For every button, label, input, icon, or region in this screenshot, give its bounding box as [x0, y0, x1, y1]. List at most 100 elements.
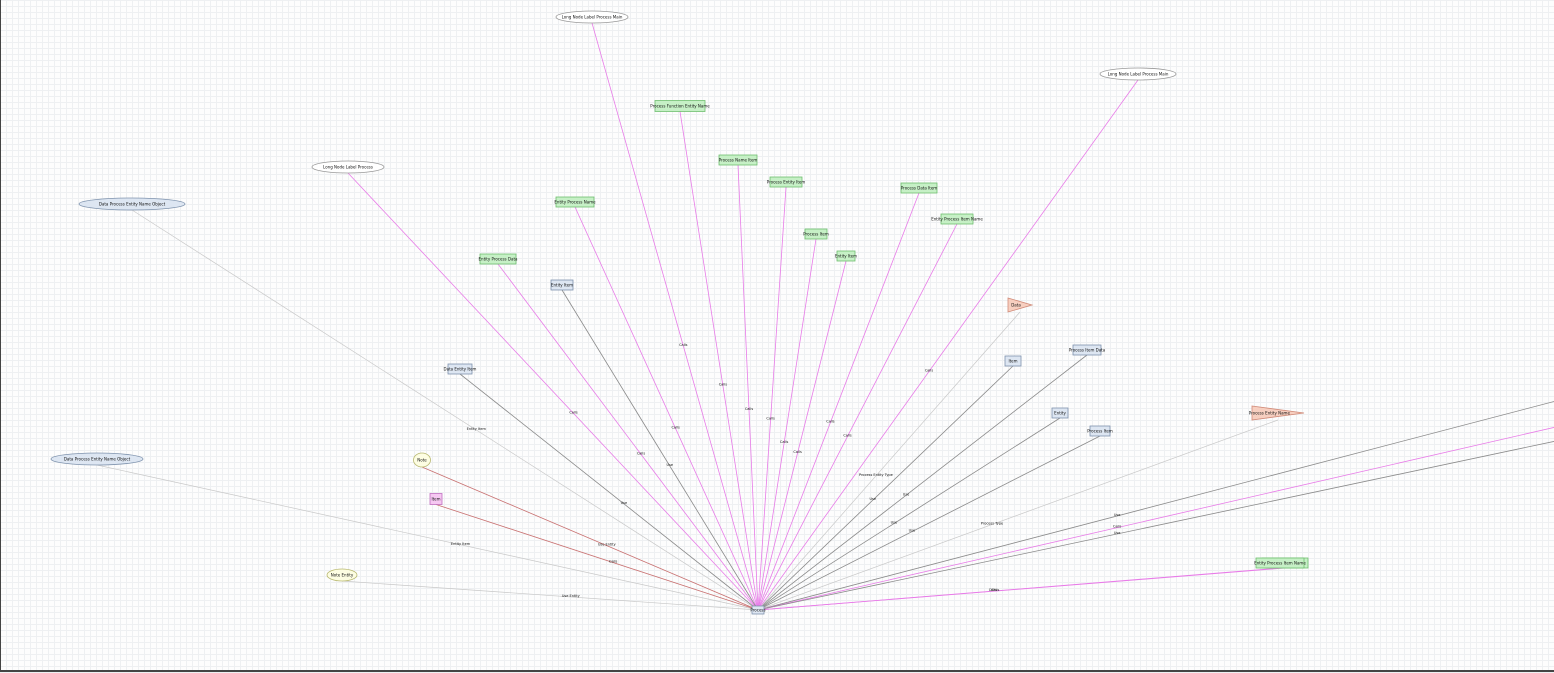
node-data-process-entity-name-object[interactable]: Data Process Entity Name Object	[78, 197, 186, 211]
node-center-process[interactable]: Process	[750, 605, 766, 615]
edge-n22-to-n0[interactable]	[421, 466, 759, 611]
node-shape	[78, 197, 186, 211]
edge-label: Calls	[679, 343, 688, 347]
edge-n14-to-n0[interactable]	[497, 263, 759, 611]
node-shape	[447, 363, 473, 375]
node-process-data-item[interactable]: Process Data Item	[900, 182, 938, 194]
node-item[interactable]: Item	[1004, 355, 1022, 367]
node-entity-process-name[interactable]: Entity Process Name	[554, 196, 596, 208]
edge-n26-to-n0[interactable]	[757, 419, 1279, 611]
node-label: Data Entity Item	[444, 366, 477, 371]
node-note-entity[interactable]: Note Entity	[326, 568, 358, 582]
edge-label: Process Entity Type	[859, 473, 893, 477]
node-label: Process Item	[1087, 428, 1113, 433]
edge-label: Use	[667, 463, 674, 467]
node-shape	[1051, 407, 1069, 419]
edge-label: Use Entity	[562, 594, 580, 598]
node-label: Process	[750, 607, 765, 612]
node-note[interactable]: Note	[413, 452, 431, 468]
edge-offscreen-1-to-n0[interactable]	[757, 401, 1554, 611]
edge-n4-to-n0[interactable]	[131, 209, 759, 611]
edge-labels-layer: Calls Calls Calls Entity Item Entity Item Cal…	[451, 343, 1122, 598]
canvas-frame-bottom	[0, 670, 1554, 672]
edge-label: Use	[869, 497, 876, 501]
edge-n5-to-n0[interactable]	[96, 464, 759, 611]
edge-n18-to-n0[interactable]	[757, 365, 1014, 611]
node-long-node-label-process-main[interactable]: Long Node Label Process Main	[1099, 67, 1177, 81]
node-data-process-entity-name-object[interactable]: Data Process Entity Name Object	[50, 452, 144, 466]
edge-label: Calls	[719, 383, 728, 387]
edge-offscreen-2-to-n0[interactable]	[757, 427, 1554, 611]
nodes-layer: Long Node Label Process Main Long Node La…	[50, 10, 1309, 615]
node-shape	[1089, 425, 1111, 437]
node-data[interactable]: Data	[1007, 297, 1034, 313]
edge-label: Use	[1114, 513, 1121, 517]
node-label: Long Node Label Process Main	[1108, 71, 1169, 76]
node-label: Data Process Entity Name Object	[99, 201, 166, 206]
node-long-node-label-process-main[interactable]: Long Node Label Process Main	[555, 10, 629, 24]
node-label: Process Data Item	[901, 185, 937, 190]
node-process-item-data[interactable]: Process Item Data	[1069, 344, 1106, 356]
node-shape	[900, 182, 938, 194]
node-label: Item	[1008, 358, 1017, 363]
edge-n1-to-n0[interactable]	[591, 22, 759, 611]
edge-n10-to-n0[interactable]	[757, 192, 920, 611]
edge-n16-to-n0[interactable]	[561, 289, 759, 611]
edge-label: Use	[621, 501, 628, 505]
edge-n12-to-n0[interactable]	[757, 238, 817, 611]
edge-n7-to-n0[interactable]	[574, 206, 759, 611]
node-process-function-entity-name[interactable]: Process Function Entity Name	[650, 100, 710, 112]
node-label: Process Name Item	[719, 157, 758, 162]
edge-n25-to-n0[interactable]	[757, 311, 1021, 611]
node-shape	[311, 160, 385, 174]
edge-n20-to-n0[interactable]	[757, 417, 1061, 611]
node-shape	[1099, 67, 1177, 81]
node-shape	[326, 568, 358, 582]
node-label: Item	[431, 496, 440, 501]
node-label: Note	[417, 457, 427, 462]
edge-label: Calls	[826, 419, 835, 423]
edge-n23-to-n0[interactable]	[435, 504, 759, 611]
edge-n19-to-n0[interactable]	[757, 354, 1088, 611]
node-long-node-label-process[interactable]: Long Node Label Process	[311, 160, 385, 174]
edge-n3-to-n0[interactable]	[347, 172, 759, 611]
edge-label: Use Entity	[598, 543, 616, 547]
node-label: Entity Process Name	[554, 199, 596, 204]
edge-n27-to-n0[interactable]	[757, 567, 1281, 611]
node-entity[interactable]: Entity	[1051, 407, 1069, 419]
node-process-entity-name[interactable]: Process Entity Name	[1249, 405, 1305, 421]
node-entity-item[interactable]: Entity Item	[835, 250, 857, 262]
edge-n8-to-n0[interactable]	[737, 164, 759, 611]
node-shape	[479, 253, 517, 265]
node-process-item[interactable]: Process Item	[1087, 425, 1113, 437]
node-entity-process-item-name[interactable]: Entity Process Item Name	[1254, 557, 1306, 569]
node-process-entity-item[interactable]: Process Entity Item	[767, 176, 806, 188]
node-entity-process-data[interactable]: Entity Process Data	[479, 253, 518, 265]
edge-label: Calls	[989, 588, 998, 592]
node-shape	[550, 279, 574, 291]
node-data-entity-item[interactable]: Data Entity Item	[444, 363, 477, 375]
edge-n13-to-n0[interactable]	[757, 260, 847, 611]
edge-n24-to-n0[interactable]	[341, 580, 759, 611]
node-process-item[interactable]: Process Item	[803, 228, 829, 240]
node-label: Entity	[1054, 410, 1066, 415]
edge-n2-to-n0[interactable]	[757, 79, 1139, 611]
node-item[interactable]: Item	[429, 493, 443, 505]
node-label: Process Item Data	[1069, 347, 1106, 352]
canvas-frame-left	[0, 0, 1, 671]
node-process-name-item[interactable]: Process Name Item	[718, 154, 758, 166]
node-shape	[1072, 344, 1102, 356]
edge-n9-to-n0[interactable]	[757, 186, 787, 611]
edge-n17-to-n0[interactable]	[459, 373, 759, 611]
edge-label: Calls	[843, 433, 852, 437]
node-shape	[836, 250, 856, 262]
node-label: Process Function Entity Name	[650, 103, 710, 108]
node-entity-process-item-name[interactable]: Entity Process Item Name	[931, 213, 983, 225]
edge-offscreen-3-to-n0[interactable]	[757, 441, 1554, 611]
node-label: Process Entity Item	[767, 179, 806, 184]
edge-n21-to-n0[interactable]	[757, 435, 1101, 611]
edge-n15-to-n0[interactable]	[757, 223, 958, 611]
edge-n6-to-n0[interactable]	[679, 111, 759, 611]
node-entity-item[interactable]: Entity Item	[550, 279, 574, 291]
